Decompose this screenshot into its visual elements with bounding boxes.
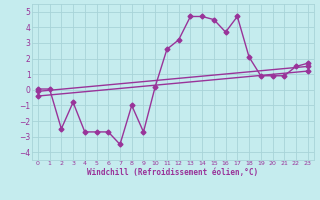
X-axis label: Windchill (Refroidissement éolien,°C): Windchill (Refroidissement éolien,°C) [87,168,258,177]
